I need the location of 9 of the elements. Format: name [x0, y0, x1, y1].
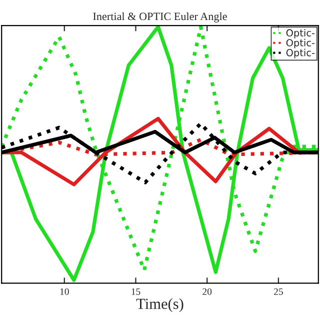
chart-title: Inertial & OPTIC Euler Angle: [93, 12, 227, 22]
legend-label: Optic-: [286, 48, 315, 58]
x-axis-title: Time(s): [136, 298, 184, 312]
legend-label: Optic-: [286, 29, 315, 38]
x-tick-label: 25: [274, 288, 283, 295]
x-tick-label: 20: [202, 288, 212, 295]
x-tick-label: 15: [132, 288, 140, 295]
x-tick-label: 10: [60, 288, 69, 295]
legend-label: Optic-: [286, 38, 315, 48]
